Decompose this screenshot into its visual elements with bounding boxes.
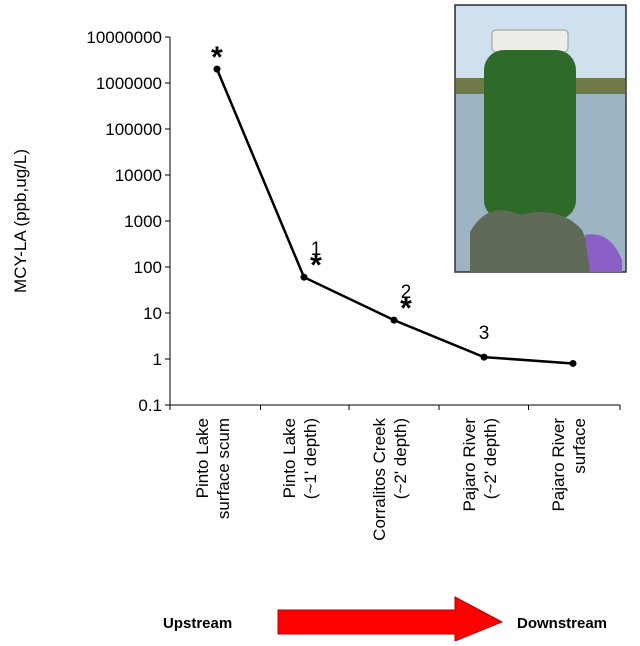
point <box>481 354 488 361</box>
x-tick-label: (~2' depth) <box>391 418 410 499</box>
y-axis-label: MCY-LA (ppb,ug/L) <box>11 149 30 293</box>
x-tick-label: surface scum <box>214 418 233 519</box>
flow-to: Downstream <box>517 615 607 632</box>
chart: MCY-LA (ppb,ug/L) 0.1 1 10 100 1000 10000 1000… <box>0 0 640 641</box>
flow-from: Upstream <box>163 615 232 632</box>
y-tick-label: 10000 <box>115 166 162 185</box>
x-tick-label: surface <box>570 418 589 474</box>
x-tick-label: Pajaro River <box>460 418 479 512</box>
x-tick-label: Pinto Lake <box>193 418 212 498</box>
y-tick-label: 0.1 <box>138 396 162 415</box>
photo <box>455 5 626 272</box>
x-tick-label: (~1' depth) <box>301 418 320 499</box>
point <box>570 360 577 367</box>
y-tick-label: 1000000 <box>96 74 162 93</box>
point <box>301 274 308 281</box>
x-tick-label: Pajaro River <box>549 418 568 512</box>
annotation: * <box>310 249 322 282</box>
flow-arrow <box>278 597 502 641</box>
y-tick-label: 100 <box>134 258 162 277</box>
x-tick-label: Corralitos Creek <box>370 418 389 541</box>
y-tick-label: 10 <box>143 304 162 323</box>
point <box>391 317 398 324</box>
annotation: * <box>400 292 412 325</box>
x-tick-label: (~2' depth) <box>481 418 500 499</box>
annotation: 3 <box>479 323 490 344</box>
annotation: * <box>211 41 223 74</box>
x-tick-label: Pinto Lake <box>280 418 299 498</box>
y-tick-label: 1 <box>153 350 162 369</box>
y-tick-label: 100000 <box>105 120 162 139</box>
y-tick-label: 1000 <box>124 212 162 231</box>
y-tick-label: 10000000 <box>86 28 162 47</box>
